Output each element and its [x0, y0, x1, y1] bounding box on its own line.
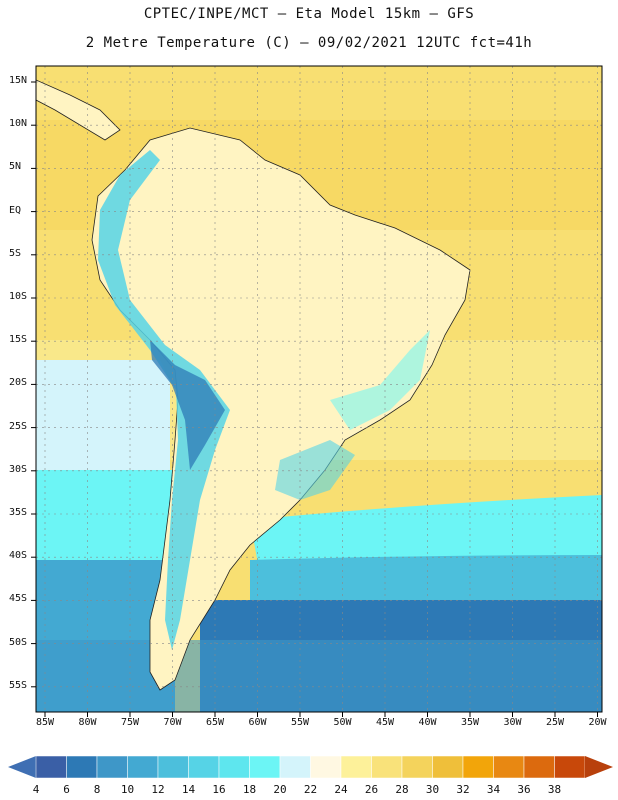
lon-label: 60W: [248, 717, 267, 728]
colorbar-box: [157, 755, 189, 779]
map-field: [36, 66, 602, 712]
pacific-cold-band: [36, 470, 175, 560]
colorbar: [8, 755, 613, 779]
colorbar-value: 4: [32, 783, 40, 796]
atlantic-cold-band: [250, 495, 602, 575]
colorbar-value: 34: [486, 783, 501, 796]
lon-label: 45W: [375, 717, 395, 728]
colorbar-value: 8: [93, 783, 101, 796]
colorbar-value: 26: [364, 783, 379, 796]
southern-brazil-cool: [275, 440, 355, 500]
lon-label: 75W: [120, 717, 140, 728]
colorbar-value: 16: [212, 783, 226, 796]
lon-label: 35W: [460, 717, 480, 728]
lat-label: 45S: [9, 593, 28, 605]
title-line2: 2 Metre Temperature (C) – 09/02/2021 12U…: [85, 35, 533, 51]
lat-label: 15N: [9, 75, 28, 86]
title-line1: CPTEC/INPE/MCT – Eta Model 15km – GFS: [143, 6, 475, 22]
graticule: [36, 66, 602, 712]
lat-label: 5N: [9, 161, 22, 173]
colorbar-value: 22: [303, 783, 318, 796]
lon-label: 40W: [418, 717, 437, 728]
colorbar-box: [462, 755, 494, 779]
map-border: [35, 65, 603, 713]
colorbar-box: [523, 755, 555, 779]
lon-label: 55W: [290, 717, 310, 728]
lat-label: 20S: [9, 377, 28, 389]
central-america-land: [36, 79, 121, 141]
colorbar-value: 36: [517, 783, 531, 796]
colorbar-value: 38: [547, 783, 562, 796]
colorbar-value: 28: [395, 783, 409, 796]
colorbar-box: [127, 755, 159, 779]
colorbar-value: 24: [334, 783, 348, 796]
lon-label: 25W: [545, 717, 565, 728]
colorbar-value: 32: [456, 783, 470, 796]
lat-label: 30S: [9, 463, 28, 475]
lon-label: 80W: [78, 717, 97, 728]
colorbar-box: [310, 755, 342, 779]
lat-label: 10N: [9, 118, 28, 130]
colorbar-box: [66, 755, 98, 779]
lat-label: EQ: [9, 204, 22, 216]
southern-ocean-fade: [36, 640, 602, 712]
lon-label: 50W: [333, 717, 352, 728]
axis-ticks: [31, 81, 598, 717]
lon-label: 30W: [503, 717, 522, 728]
colorbar-box: [401, 755, 433, 779]
brazil-highlands: [330, 330, 430, 430]
colorbar-box: [432, 755, 464, 779]
colorbar-box: [188, 755, 220, 779]
lat-label: 10S: [9, 291, 28, 302]
colorbar-boxes: [35, 755, 586, 779]
andes-core: [150, 340, 225, 470]
colorbar-value: 12: [151, 783, 165, 796]
lat-label: 55S: [9, 679, 28, 691]
lat-label: 40S: [9, 550, 28, 562]
colorbar-box: [218, 755, 250, 779]
lon-label: 70W: [163, 717, 182, 728]
lat-label: 35S: [9, 507, 28, 518]
colorbar-value: 30: [425, 783, 440, 796]
colorbar-value: 10: [120, 783, 135, 796]
colorbar-box: [249, 755, 281, 779]
lon-label: 65W: [205, 717, 225, 728]
colorbar-box: [279, 755, 311, 779]
lat-label: 5S: [9, 247, 22, 259]
lat-label: 50S: [9, 636, 28, 648]
lat-label: 15S: [9, 334, 28, 346]
lat-label: 25S: [9, 420, 28, 432]
colorbar-box: [493, 755, 525, 779]
lon-label: 20W: [588, 717, 607, 728]
colorbar-box: [554, 755, 586, 779]
lon-label: 85W: [35, 717, 55, 728]
colorbar-left-arrow: [8, 756, 36, 778]
colorbar-box: [96, 755, 128, 779]
colorbar-box: [35, 755, 67, 779]
colorbar-right-arrow: [585, 756, 613, 778]
colorbar-value: 14: [181, 783, 196, 796]
colorbar-value: 6: [63, 783, 70, 796]
colorbar-value: 20: [273, 783, 287, 796]
colorbar-value: 18: [242, 783, 257, 796]
colorbar-box: [340, 755, 372, 779]
colorbar-box: [371, 755, 403, 779]
